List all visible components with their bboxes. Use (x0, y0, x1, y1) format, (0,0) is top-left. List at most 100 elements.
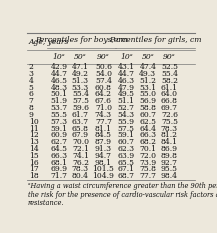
Text: 10ᵃ: 10ᵃ (53, 53, 65, 61)
Text: 46.3: 46.3 (118, 77, 135, 85)
Text: 81.2: 81.2 (161, 131, 178, 139)
Text: 76.2: 76.2 (72, 158, 89, 167)
Text: 47.9: 47.9 (118, 84, 135, 92)
Text: 47.4: 47.4 (139, 63, 156, 71)
Text: 42.9: 42.9 (50, 63, 67, 71)
Text: 98.4: 98.4 (161, 172, 178, 180)
Text: 68.1: 68.1 (50, 158, 67, 167)
Text: 54.3: 54.3 (118, 111, 135, 119)
Text: 55.9: 55.9 (118, 118, 135, 126)
Text: 67.9: 67.9 (72, 131, 89, 139)
Text: Age, years: Age, years (29, 38, 69, 46)
Text: 78.3: 78.3 (72, 165, 89, 173)
Text: 84.1: 84.1 (161, 138, 178, 146)
Text: 60.9: 60.9 (50, 131, 67, 139)
Text: 48.3: 48.3 (50, 84, 67, 92)
Text: ᵃHaving a waist circumference greater than the 90th percentile increases: ᵃHaving a waist circumference greater th… (28, 182, 217, 190)
Text: 51.3: 51.3 (72, 77, 89, 85)
Text: 13: 13 (29, 138, 39, 146)
Text: 49.3: 49.3 (139, 70, 156, 78)
Text: 89.8: 89.8 (161, 152, 178, 160)
Text: 71.0: 71.0 (95, 104, 112, 112)
Text: 66.8: 66.8 (161, 97, 178, 105)
Text: 47.1: 47.1 (72, 63, 89, 71)
Text: 101.5: 101.5 (92, 165, 114, 173)
Text: 64.5: 64.5 (50, 145, 67, 153)
Text: 92.7: 92.7 (161, 158, 178, 167)
Text: the risk for the presence of cardio-vascular risk factors and insulin: the risk for the presence of cardio-vasc… (28, 191, 217, 199)
Text: 58.8: 58.8 (139, 104, 156, 112)
Text: 68.2: 68.2 (139, 138, 156, 146)
Text: 86.9: 86.9 (161, 145, 178, 153)
Text: 6: 6 (29, 90, 34, 99)
Text: 81.1: 81.1 (95, 124, 112, 133)
Text: 7: 7 (29, 97, 34, 105)
Text: 66.3: 66.3 (139, 131, 156, 139)
Text: 74.1: 74.1 (72, 152, 89, 160)
Text: 51.1: 51.1 (118, 97, 135, 105)
Text: 59.1: 59.1 (50, 124, 67, 133)
Text: 66.3: 66.3 (50, 152, 67, 160)
Text: 61.7: 61.7 (72, 111, 89, 119)
Text: 9: 9 (29, 111, 34, 119)
Text: 75.5: 75.5 (161, 118, 178, 126)
Text: 67.1: 67.1 (118, 165, 135, 173)
Text: 49.2: 49.2 (72, 70, 89, 78)
Text: 65.8: 65.8 (72, 124, 89, 133)
Text: 77.7: 77.7 (95, 118, 112, 126)
Text: 71.7: 71.7 (50, 172, 67, 180)
Text: 57.3: 57.3 (50, 118, 67, 126)
Text: 46.5: 46.5 (50, 77, 67, 85)
Text: 70.1: 70.1 (139, 145, 156, 153)
Text: 16: 16 (29, 158, 39, 167)
Text: 77.7: 77.7 (139, 172, 156, 180)
Text: 60.7: 60.7 (118, 138, 135, 146)
Text: 72.6: 72.6 (161, 111, 178, 119)
Text: 75.8: 75.8 (139, 165, 156, 173)
Text: 62.3: 62.3 (118, 145, 135, 153)
Text: 68.7: 68.7 (118, 172, 135, 180)
Text: 56.9: 56.9 (139, 97, 156, 105)
Text: 90ᵃ: 90ᵃ (163, 53, 176, 61)
Text: 18: 18 (29, 172, 39, 180)
Text: 54.0: 54.0 (95, 70, 112, 78)
Text: 52.7: 52.7 (118, 104, 135, 112)
Text: 55.0: 55.0 (139, 90, 156, 99)
Text: 60.7: 60.7 (139, 111, 156, 119)
Text: 44.7: 44.7 (118, 70, 135, 78)
Text: 60.8: 60.8 (95, 84, 112, 92)
Text: 55.4: 55.4 (161, 70, 178, 78)
Text: Percentiles for boys, cm: Percentiles for boys, cm (36, 36, 128, 44)
Text: 72.1: 72.1 (72, 145, 89, 153)
Text: 50.1: 50.1 (50, 90, 67, 99)
Text: 49.5: 49.5 (118, 90, 135, 99)
Text: 80.4: 80.4 (72, 172, 89, 180)
Text: 15: 15 (29, 152, 39, 160)
Text: 91.3: 91.3 (95, 145, 112, 153)
Text: 63.9: 63.9 (118, 152, 135, 160)
Text: 14: 14 (29, 145, 39, 153)
Text: 17: 17 (29, 165, 39, 173)
Text: 98.1: 98.1 (95, 158, 112, 167)
Text: 50ᵃ: 50ᵃ (74, 53, 87, 61)
Text: 69.9: 69.9 (50, 165, 67, 173)
Text: 94.7: 94.7 (95, 152, 112, 160)
Text: resistance.: resistance. (28, 199, 64, 207)
Text: 90ᵃ: 90ᵃ (97, 53, 110, 61)
Text: 62.7: 62.7 (50, 138, 67, 146)
Text: 53.3: 53.3 (72, 84, 89, 92)
Text: 84.5: 84.5 (95, 131, 112, 139)
Text: 44.7: 44.7 (50, 70, 67, 78)
Text: 5: 5 (29, 84, 34, 92)
Text: 3: 3 (29, 70, 34, 78)
Text: 57.5: 57.5 (72, 97, 89, 105)
Text: 67.6: 67.6 (95, 97, 112, 105)
Text: 64.2: 64.2 (95, 90, 112, 99)
Text: 74.3: 74.3 (95, 111, 112, 119)
Text: 64.4: 64.4 (139, 124, 156, 133)
Text: 104.9: 104.9 (92, 172, 114, 180)
Text: 50ᵃ: 50ᵃ (141, 53, 154, 61)
Text: 62.5: 62.5 (139, 118, 156, 126)
Text: 61.1: 61.1 (161, 84, 178, 92)
Text: 8: 8 (29, 104, 34, 112)
